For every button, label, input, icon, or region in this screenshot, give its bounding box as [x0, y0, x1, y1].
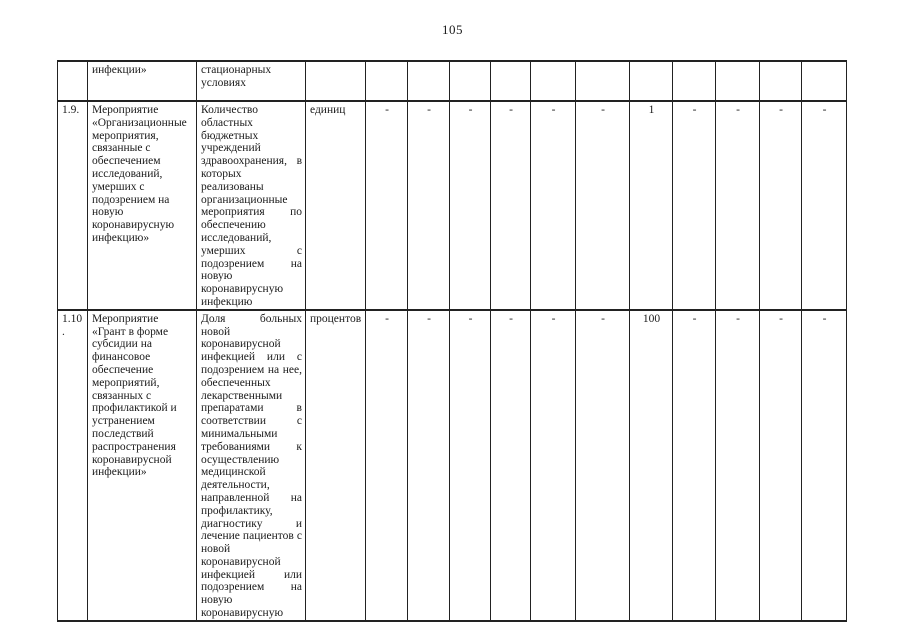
cell-value: -	[801, 100, 847, 311]
row-continuation: инфекции» стационарных условиях	[57, 60, 847, 102]
cell-value: -	[530, 100, 576, 311]
cell-value: -	[365, 308, 408, 622]
cell-value: -	[672, 308, 716, 622]
cell-value: -	[407, 100, 450, 311]
cell-unit	[305, 60, 366, 102]
cell-value: 100	[629, 308, 673, 622]
cell-value	[407, 60, 450, 102]
cell-indicator: Доля больных новой коронавирусной инфекц…	[196, 308, 306, 622]
cell-value	[449, 60, 491, 102]
cell-value: -	[530, 308, 576, 622]
cell-value: -	[365, 100, 408, 311]
cell-value: -	[449, 100, 491, 311]
page-number: 105	[442, 22, 463, 37]
cell-value: -	[801, 308, 847, 622]
cell-value: -	[407, 308, 450, 622]
cell-value: -	[490, 308, 531, 622]
cell-value	[801, 60, 847, 102]
cell-value	[629, 60, 673, 102]
cell-value	[530, 60, 576, 102]
cell-indicator: стационарных условиях	[196, 60, 306, 102]
cell-value: -	[715, 100, 760, 311]
table-body: инфекции» стационарных условиях 1.9. Меропр…	[57, 60, 847, 622]
cell-value	[490, 60, 531, 102]
cell-row-number: 1.10.	[57, 308, 88, 622]
cell-value	[672, 60, 716, 102]
row-1-10: 1.10. Мероприятие «Грант в форме субсидии…	[57, 308, 847, 622]
cell-value: -	[759, 308, 802, 622]
cell-value	[715, 60, 760, 102]
cell-value: -	[672, 100, 716, 311]
cell-value: -	[490, 100, 531, 311]
cell-value: -	[575, 308, 630, 622]
cell-indicator: Количество областных бюджетных учреждени…	[196, 100, 306, 311]
cell-measure: инфекции»	[87, 60, 197, 102]
cell-value: -	[759, 100, 802, 311]
cell-unit: единиц	[305, 100, 366, 311]
cell-value: -	[715, 308, 760, 622]
indicators-table: инфекции» стационарных условиях 1.9. Меропр…	[57, 60, 847, 622]
cell-value: -	[449, 308, 491, 622]
cell-row-number	[57, 60, 88, 102]
cell-value: 1	[629, 100, 673, 311]
cell-row-number: 1.9.	[57, 100, 88, 311]
cell-value	[759, 60, 802, 102]
cell-measure: Мероприятие «Организационные мероприятия…	[87, 100, 197, 311]
cell-unit: процентов	[305, 308, 366, 622]
cell-measure: Мероприятие «Грант в форме субсидии на ф…	[87, 308, 197, 622]
cell-value: -	[575, 100, 630, 311]
cell-value	[575, 60, 630, 102]
row-1-9: 1.9. Мероприятие «Организационные меропри…	[57, 100, 847, 311]
cell-value	[365, 60, 408, 102]
